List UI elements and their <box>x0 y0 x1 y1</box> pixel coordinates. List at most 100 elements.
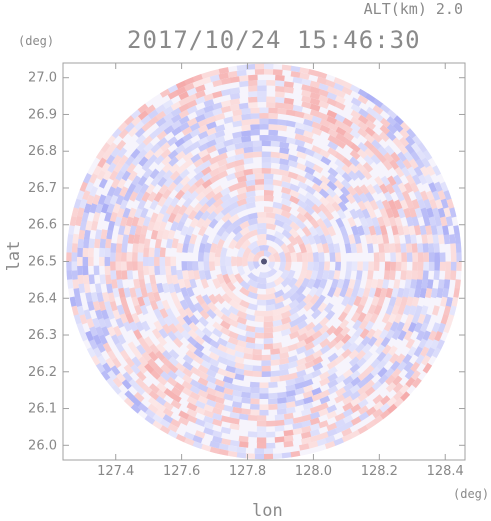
radar-cell <box>165 307 175 319</box>
radar-cell <box>283 81 294 88</box>
radar-cell <box>241 130 252 137</box>
radar-cell <box>372 401 384 412</box>
radar-cell <box>401 252 408 262</box>
radar-cell <box>148 115 160 126</box>
radar-cell <box>274 295 285 304</box>
radar-cell <box>335 166 346 177</box>
radar-cell <box>376 296 386 307</box>
radar-cell <box>147 291 156 302</box>
radar-cell <box>209 74 221 83</box>
radar-cell <box>363 312 373 323</box>
radar-cell <box>245 201 256 210</box>
radar-cell <box>296 162 307 172</box>
radar-cell <box>398 144 409 155</box>
radar-cell <box>86 194 95 205</box>
radar-cell <box>247 303 258 311</box>
radar-cell <box>349 363 361 374</box>
radar-cell <box>160 363 171 375</box>
radar-cell <box>162 407 174 418</box>
radar-cell <box>385 287 394 299</box>
radar-cell <box>278 261 287 273</box>
radar-cell <box>318 278 328 290</box>
y-tick-label: 26.2 <box>28 365 57 380</box>
radar-cell <box>419 225 427 236</box>
radar-cell <box>149 274 157 285</box>
radar-cell <box>411 377 422 389</box>
radar-cell <box>347 342 359 353</box>
radar-cell <box>342 395 353 406</box>
radar-cell <box>318 408 329 417</box>
radar-cell <box>385 382 397 393</box>
radar-cell <box>137 103 149 114</box>
radar-cell <box>268 129 279 136</box>
radar-cell <box>208 364 220 374</box>
radar-cell <box>377 216 386 227</box>
radar-cell <box>83 283 91 294</box>
radar-cell <box>309 103 321 112</box>
radar-cell <box>195 217 206 229</box>
radar-cell <box>348 170 359 181</box>
radar-cell <box>353 295 362 307</box>
radar-cell <box>187 183 199 194</box>
radar-cell <box>254 178 265 185</box>
radar-cell <box>311 145 323 155</box>
radar-cell <box>261 354 271 361</box>
radar-cell <box>417 252 424 262</box>
radar-cell <box>304 166 316 176</box>
radar-cell <box>168 323 179 334</box>
radar-cell <box>141 351 152 362</box>
radar-cell <box>254 195 265 202</box>
radar-cell <box>145 183 156 195</box>
radar-cell <box>220 313 231 324</box>
radar-cell <box>399 128 410 140</box>
radar-cell <box>390 252 397 262</box>
radar-cell <box>135 191 145 202</box>
radar-cell <box>137 148 148 160</box>
radar-cell <box>155 395 167 406</box>
radar-cell <box>433 243 440 253</box>
radar-cell <box>335 217 345 229</box>
radar-cell <box>92 194 101 205</box>
radar-cell <box>279 163 290 172</box>
radar-cell <box>379 183 389 195</box>
radar-cell <box>272 313 283 322</box>
radar-cell <box>105 274 112 285</box>
radar-cell <box>295 345 307 355</box>
radar-cell <box>158 183 169 195</box>
radar-cell <box>237 246 246 258</box>
radar-cell <box>122 321 132 332</box>
radar-cell <box>272 69 283 76</box>
radar-cell <box>129 190 139 202</box>
radar-cell <box>131 251 138 262</box>
radar-cell <box>281 452 292 459</box>
radar-cell <box>265 431 276 438</box>
radar-cell <box>149 343 160 355</box>
radar-cell <box>184 307 194 318</box>
radar-cell <box>135 377 146 389</box>
radar-cell <box>372 415 384 425</box>
radar-cell <box>341 172 353 183</box>
radar-cell <box>159 370 171 382</box>
radar-cell <box>397 207 406 219</box>
radar-cell <box>214 135 226 145</box>
radar-cell <box>115 194 125 206</box>
radar-cell <box>316 76 328 85</box>
radar-cell <box>195 294 206 306</box>
radar-cell <box>301 95 312 104</box>
radar-cell <box>102 292 110 303</box>
radar-cell <box>319 344 331 355</box>
y-tick-label: 26.6 <box>28 218 57 233</box>
radar-cell <box>205 387 217 396</box>
radar-cell <box>377 367 388 378</box>
radar-cell <box>171 120 182 130</box>
radar-cell <box>302 402 314 411</box>
radar-cell <box>164 256 171 267</box>
radar-cell <box>265 304 276 311</box>
radar-cell <box>217 158 228 167</box>
radar-cell <box>287 154 299 163</box>
radar-cell <box>154 408 166 419</box>
radar-cell <box>397 151 408 163</box>
radar-cell <box>379 225 388 236</box>
radar-cell <box>347 295 357 307</box>
radar-cell <box>153 191 164 203</box>
